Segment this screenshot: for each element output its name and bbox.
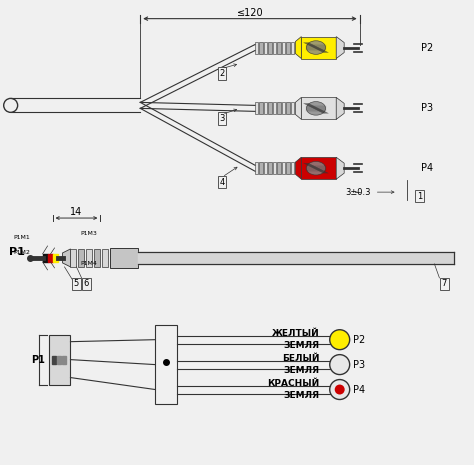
Text: P3: P3: [353, 359, 365, 370]
Bar: [277, 162, 281, 174]
Bar: [268, 102, 272, 114]
Bar: [255, 162, 258, 174]
Text: БЕЛЫЙ: БЕЛЫЙ: [282, 354, 320, 363]
Text: P1М2: P1М2: [14, 251, 31, 255]
Text: ЗЕМЛЯ: ЗЕМЛЯ: [283, 391, 320, 400]
Polygon shape: [295, 37, 301, 59]
Bar: [268, 162, 272, 174]
Bar: [71, 249, 76, 267]
Bar: [94, 249, 100, 267]
Bar: [255, 102, 258, 114]
Bar: [282, 162, 285, 174]
Bar: [48, 335, 71, 385]
Text: ЗЕМЛЯ: ЗЕМЛЯ: [283, 366, 320, 375]
Text: P4: P4: [421, 163, 434, 173]
Text: P4: P4: [353, 385, 365, 394]
Circle shape: [335, 335, 345, 345]
Circle shape: [330, 330, 350, 350]
Text: P2: P2: [421, 43, 434, 53]
Bar: [273, 162, 276, 174]
Text: P1М1: P1М1: [14, 235, 31, 240]
Polygon shape: [336, 37, 344, 59]
Text: P2: P2: [353, 335, 365, 345]
Bar: [282, 102, 285, 114]
Text: ЗЕМЛЯ: ЗЕМЛЯ: [283, 341, 320, 350]
Ellipse shape: [306, 101, 326, 115]
Bar: [259, 41, 263, 53]
Polygon shape: [336, 157, 344, 179]
Bar: [52, 356, 55, 364]
Text: P1: P1: [31, 355, 45, 365]
Bar: [53, 254, 57, 262]
Polygon shape: [295, 97, 301, 120]
Bar: [286, 162, 290, 174]
Bar: [56, 356, 61, 364]
Polygon shape: [295, 157, 301, 179]
Circle shape: [330, 379, 350, 399]
Bar: [86, 249, 92, 267]
Text: P3: P3: [421, 103, 434, 113]
Bar: [301, 37, 336, 59]
Polygon shape: [336, 97, 344, 120]
Bar: [264, 102, 267, 114]
Bar: [264, 162, 267, 174]
Text: 3: 3: [219, 114, 225, 123]
Bar: [155, 325, 177, 405]
Bar: [282, 41, 285, 53]
Bar: [264, 41, 267, 53]
Polygon shape: [63, 249, 71, 267]
Circle shape: [4, 99, 18, 113]
Text: ≤120: ≤120: [237, 7, 263, 18]
Bar: [273, 41, 276, 53]
Bar: [291, 162, 294, 174]
Circle shape: [330, 355, 350, 375]
Bar: [268, 41, 272, 53]
Bar: [301, 97, 336, 120]
Text: 1: 1: [417, 192, 422, 200]
Bar: [110, 248, 138, 268]
Bar: [259, 102, 263, 114]
Text: P1М4: P1М4: [81, 261, 97, 266]
Bar: [102, 249, 109, 267]
Text: 6: 6: [84, 279, 89, 288]
Text: 3±0.3: 3±0.3: [345, 187, 370, 197]
Bar: [277, 41, 281, 53]
Bar: [255, 41, 258, 53]
Bar: [273, 102, 276, 114]
Bar: [47, 254, 53, 262]
Text: 7: 7: [442, 279, 447, 288]
Text: 2: 2: [219, 69, 225, 78]
Text: 14: 14: [70, 207, 82, 217]
Text: ЖЕЛТЫЙ: ЖЕЛТЫЙ: [272, 329, 320, 338]
Text: 5: 5: [74, 279, 79, 288]
Bar: [62, 356, 65, 364]
Ellipse shape: [306, 161, 326, 175]
Bar: [43, 254, 47, 262]
Ellipse shape: [306, 41, 326, 54]
Bar: [277, 102, 281, 114]
Text: P1М3: P1М3: [81, 232, 97, 237]
Bar: [291, 41, 294, 53]
Bar: [79, 249, 84, 267]
Bar: [301, 157, 336, 179]
Bar: [291, 102, 294, 114]
Bar: [286, 41, 290, 53]
Text: 4: 4: [219, 178, 225, 186]
Circle shape: [335, 385, 345, 394]
Text: КРАСНЫЙ: КРАСНЫЙ: [267, 379, 320, 388]
Bar: [286, 102, 290, 114]
Bar: [259, 162, 263, 174]
Text: P1: P1: [9, 247, 25, 257]
